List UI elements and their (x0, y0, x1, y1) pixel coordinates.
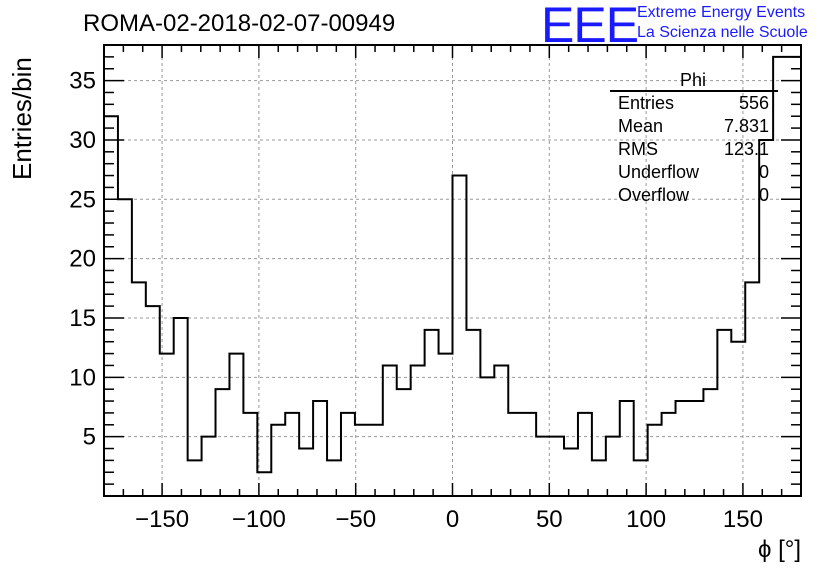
histogram-bin (174, 318, 188, 496)
histogram-bin (522, 413, 536, 496)
stats-label: Overflow (618, 185, 690, 205)
y-tick-label: 35 (69, 68, 96, 95)
y-tick-label: 15 (69, 305, 96, 332)
x-tick-label: 0 (446, 506, 459, 533)
histogram-bin (397, 389, 411, 496)
histogram-bin (689, 401, 703, 496)
y-tick-label: 10 (69, 364, 96, 391)
plot-title: ROMA-02-2018-02-07-00949 (83, 10, 396, 37)
stats-title: Phi (680, 70, 706, 90)
histogram-bin (648, 425, 662, 496)
axis-ticks (103, 45, 802, 496)
stats-label: Underflow (618, 162, 700, 182)
histogram-bin (439, 354, 453, 496)
histogram-bin (299, 449, 313, 496)
histogram-bin (188, 460, 202, 496)
histogram-bin (271, 425, 285, 496)
histogram-bin (592, 460, 606, 496)
y-tick-label: 30 (69, 127, 96, 154)
histogram-bin (229, 354, 243, 496)
histogram-bin (383, 365, 397, 496)
histogram-bin (494, 365, 508, 496)
histogram-bin (453, 176, 467, 496)
histogram-bin (118, 199, 132, 496)
tick-labels: −150 −100 −50 0 50 100 150 5 10 15 20 25 30 35 (69, 68, 763, 533)
histogram-bin (787, 57, 801, 496)
x-tick-label: 100 (626, 506, 666, 533)
histogram-bin (369, 425, 383, 496)
histogram-bin (132, 282, 146, 496)
histogram-bin (243, 413, 257, 496)
y-tick-label: 5 (83, 424, 96, 451)
histogram-bin (773, 57, 787, 496)
x-tick-label: 150 (723, 506, 763, 533)
histogram-bin (717, 330, 731, 496)
stats-label: RMS (618, 139, 658, 159)
stats-value: 0 (759, 162, 769, 182)
histogram-bin (745, 282, 759, 496)
histogram-bin (703, 389, 717, 496)
stats-value: 0 (759, 185, 769, 205)
histogram-bin (508, 413, 522, 496)
stats-label: Mean (618, 116, 663, 136)
histogram-bin (676, 401, 690, 496)
histogram-bin (425, 330, 439, 496)
histogram-bin (550, 437, 564, 496)
logo-caption-line1: Extreme Energy Events (637, 4, 806, 21)
histogram-outline (104, 55, 801, 474)
y-axis-label: Entries/bin (7, 57, 37, 180)
statistics-box: Phi Entries 556 Mean 7.831 RMS 123.1 Underflow… (610, 70, 778, 205)
x-tick-label: −50 (335, 506, 376, 533)
histogram-bin (216, 389, 230, 496)
y-tick-label: 20 (69, 246, 96, 273)
stats-value: 123.1 (724, 139, 769, 159)
histogram-bin (578, 413, 592, 496)
histogram-bin (327, 460, 341, 496)
histogram-bin (564, 449, 578, 496)
histogram-bin (620, 401, 634, 496)
histogram-bin (606, 437, 620, 496)
histogram-bin (146, 306, 160, 496)
stats-label: Entries (618, 93, 674, 113)
histogram-bin (411, 365, 425, 496)
histogram-bin (285, 413, 299, 496)
x-axis-label: ϕ [°] (758, 536, 801, 563)
x-tick-label: −100 (232, 506, 286, 533)
x-tick-label: 50 (536, 506, 563, 533)
histogram-bin (466, 330, 480, 496)
logo-caption-line2: La Scienza nelle Scuole (637, 24, 808, 41)
stats-value: 556 (739, 93, 769, 113)
x-tick-label: −150 (135, 506, 189, 533)
stats-value: 7.831 (724, 116, 769, 136)
histogram-bin (313, 401, 327, 496)
histogram-bin (202, 437, 216, 496)
y-tick-label: 25 (69, 186, 96, 213)
histogram-bin (341, 413, 355, 496)
plot-frame (103, 44, 802, 497)
histogram-bin (662, 413, 676, 496)
histogram-bin (355, 425, 369, 496)
histogram-bin (536, 437, 550, 496)
